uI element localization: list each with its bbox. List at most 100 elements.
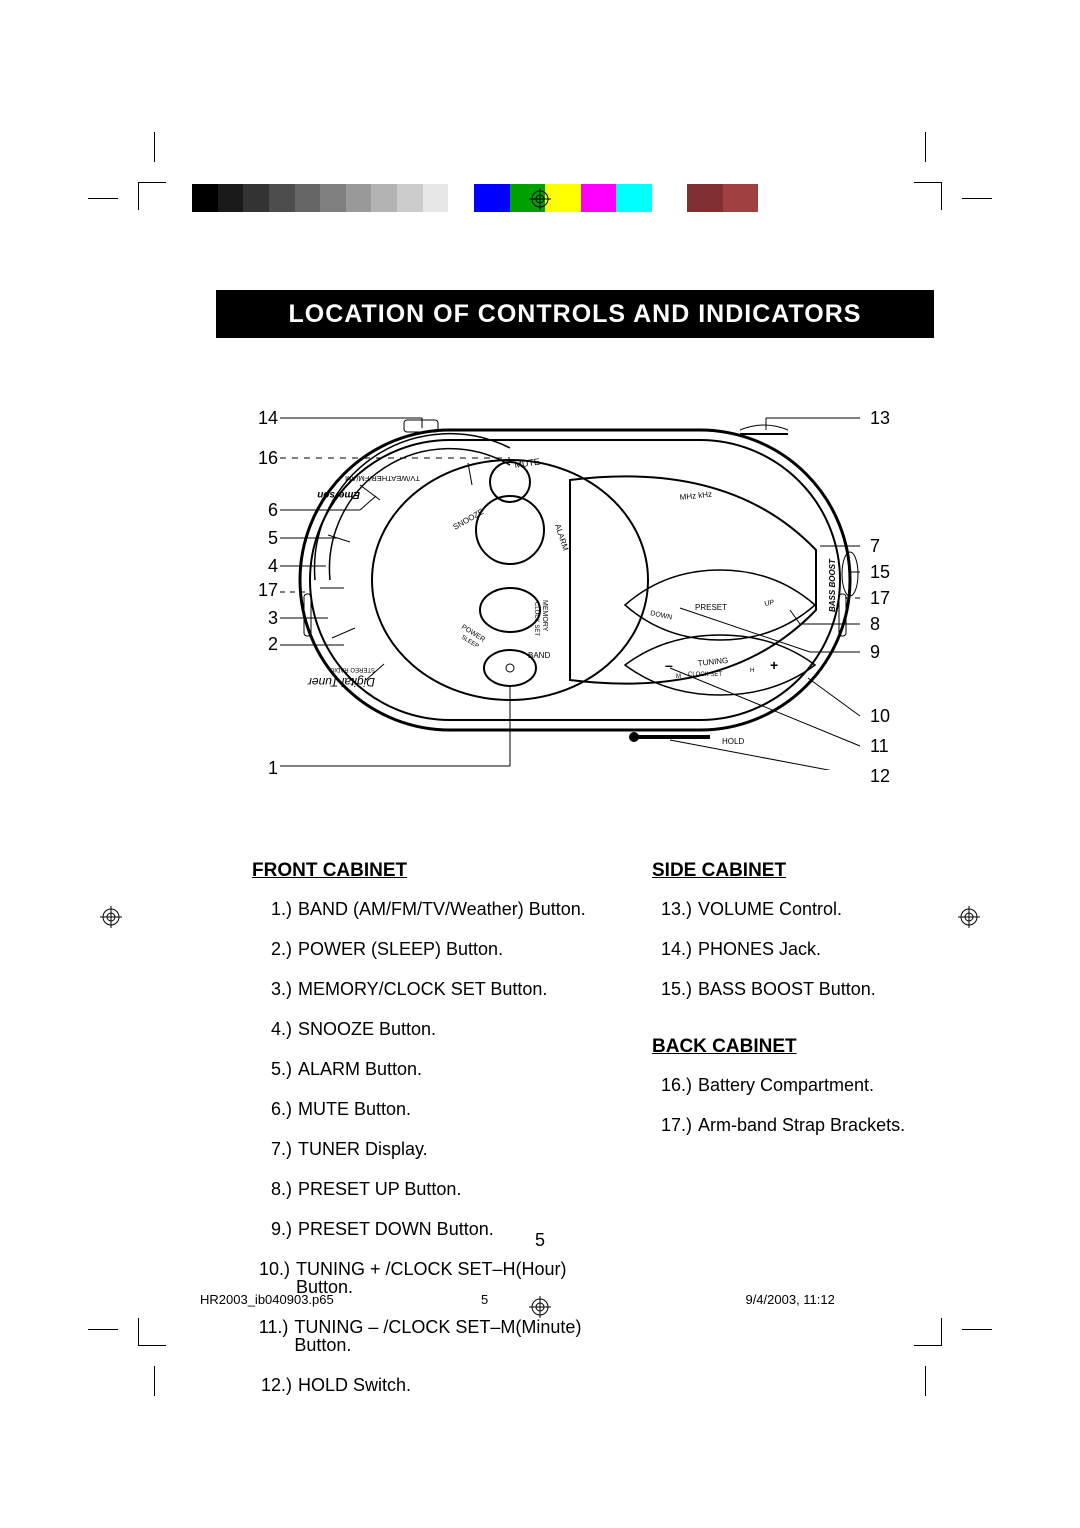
list-item-text: POWER (SLEEP) Button.	[298, 940, 503, 958]
diag-mute: MUTE	[514, 457, 541, 470]
diag-stereo: STEREO RADIO	[329, 666, 375, 672]
list-item-number: 16.)	[652, 1076, 692, 1094]
diagram-callout-number: 7	[870, 536, 898, 557]
section-title-back: BACK CABINET	[652, 1036, 912, 1058]
diag-up: UP	[764, 599, 775, 608]
colorbar-swatch	[474, 184, 510, 212]
colorbar-swatch	[295, 184, 321, 212]
list-item: 4.) SNOOZE Button.	[252, 1020, 612, 1038]
colorbar-swatch	[320, 184, 346, 212]
list-item-number: 17.)	[652, 1116, 692, 1134]
diagram-callout-number: 17	[250, 580, 278, 601]
diag-subbrand: Digital Tuner	[307, 675, 375, 689]
diagram-callout-number: 11	[870, 736, 898, 757]
list-item-text: VOLUME Control.	[698, 900, 842, 918]
footer-filename: HR2003_ib040903.p65	[200, 1292, 334, 1307]
diagram-callout-number: 3	[250, 608, 278, 629]
page-title: LOCATION OF CONTROLS AND INDICATORS	[216, 290, 934, 338]
colorbar-swatch	[218, 184, 244, 212]
list-item-number: 13.)	[652, 900, 692, 918]
device-diagram: – + MUTE TV/WEATHER/FM/AM Emerson SNOOZE…	[210, 370, 930, 770]
colorbar-swatch	[723, 184, 759, 212]
list-item: 5.) ALARM Button.	[252, 1060, 612, 1078]
list-item-text: TUNING – /CLOCK SET–M(Minute) Button.	[294, 1318, 612, 1354]
colorbar-swatch	[581, 184, 617, 212]
diagram-callout-number: 17	[870, 588, 898, 609]
diag-alarm: ALARM	[553, 523, 570, 552]
diagram-callout-number: 12	[870, 766, 898, 787]
list-item-text: MUTE Button.	[298, 1100, 411, 1118]
colorbar-swatch	[346, 184, 372, 212]
diag-m: M	[676, 674, 681, 680]
footer: HR2003_ib040903.p65 5 9/4/2003, 11:12	[200, 1292, 835, 1307]
colorbar-swatch	[397, 184, 423, 212]
list-item-number: 15.)	[652, 980, 692, 998]
diagram-callout-number: 1	[250, 758, 278, 779]
registration-mark-icon	[100, 906, 122, 928]
list-item: 15.)BASS BOOST Button.	[652, 980, 912, 998]
list-item: 10.)TUNING + /CLOCK SET–H(Hour) Button.	[252, 1260, 612, 1296]
footer-datetime: 9/4/2003, 11:12	[745, 1292, 834, 1307]
list-item-number: 10.)	[252, 1260, 290, 1296]
registration-mark-icon	[529, 188, 551, 210]
list-item-text: PHONES Jack.	[698, 940, 821, 958]
diagram-callout-number: 9	[870, 642, 898, 663]
list-item-text: ALARM Button.	[298, 1060, 422, 1078]
list-item-text: TUNING + /CLOCK SET–H(Hour) Button.	[296, 1260, 612, 1296]
list-item-text: Battery Compartment.	[698, 1076, 874, 1094]
colorbar-swatch	[448, 184, 474, 212]
diag-down: DOWN	[650, 610, 673, 621]
list-item-text: SNOOZE Button.	[298, 1020, 436, 1038]
diagram-callout-number: 6	[250, 500, 278, 521]
diagram-callout-number: 14	[250, 408, 278, 429]
list-item: 1.)BAND (AM/FM/TV/Weather) Button.	[252, 900, 612, 918]
diag-snooze: SNOOZE	[452, 507, 486, 532]
list-item-number: 11.)	[252, 1318, 288, 1354]
list-item-number: 12.)	[252, 1376, 292, 1394]
colorbar-swatch	[371, 184, 397, 212]
diag-memory: MEMORY	[541, 600, 548, 632]
diag-mhz: MHz kHz	[679, 490, 712, 502]
diag-tuning: TUNING	[697, 656, 728, 668]
colorbar-swatch	[269, 184, 295, 212]
page-number: 5	[0, 1230, 1080, 1251]
colorbar-swatch	[243, 184, 269, 212]
list-item: 7.)TUNER Display.	[252, 1140, 612, 1158]
diagram-callout-number: 2	[250, 634, 278, 655]
diag-hold: HOLD	[722, 737, 744, 746]
diagram-callout-number: 16	[250, 448, 278, 469]
list-item-text: MEMORY/CLOCK SET Button.	[298, 980, 547, 998]
list-item-number: 5.)	[252, 1060, 292, 1078]
list-item-text: Arm-band Strap Brackets.	[698, 1116, 905, 1134]
diagram-callout-number: 13	[870, 408, 898, 429]
section-title-front: FRONT CABINET	[252, 860, 612, 882]
list-item-number: 2.)	[252, 940, 292, 958]
list-item: 17.) Arm-band Strap Brackets.	[652, 1116, 912, 1134]
list-item: 3.) MEMORY/CLOCK SET Button.	[252, 980, 612, 998]
diag-h: H	[750, 668, 754, 674]
colorbar-swatch	[423, 184, 449, 212]
list-item-number: 7.)	[252, 1140, 292, 1158]
list-item: 14.)PHONES Jack.	[652, 940, 912, 958]
color-calibration-bar	[192, 184, 758, 212]
footer-page: 5	[481, 1292, 488, 1307]
diagram-callout-number: 15	[870, 562, 898, 583]
list-item-number: 8.)	[252, 1180, 292, 1198]
list-item: 13.) VOLUME Control.	[652, 900, 912, 918]
diag-preset: PRESET	[695, 603, 727, 612]
list-item: 2.) POWER (SLEEP) Button.	[252, 940, 612, 958]
list-item: 12.)HOLD Switch.	[252, 1376, 612, 1394]
diagram-callout-number: 10	[870, 706, 898, 727]
colorbar-swatch	[192, 184, 218, 212]
list-item-number: 4.)	[252, 1020, 292, 1038]
diagram-callout-number: 4	[250, 556, 278, 577]
list-item-number: 6.)	[252, 1100, 292, 1118]
list-item-number: 3.)	[252, 980, 292, 998]
list-item: 16.) Battery Compartment.	[652, 1076, 912, 1094]
diag-brand: Emerson	[317, 489, 360, 500]
registration-mark-icon	[958, 906, 980, 928]
diag-modes: TV/WEATHER/FM/AM	[345, 474, 420, 483]
diagram-callout-number: 8	[870, 614, 898, 635]
section-title-side: SIDE CABINET	[652, 860, 912, 882]
list-item-number: 1.)	[252, 900, 292, 918]
